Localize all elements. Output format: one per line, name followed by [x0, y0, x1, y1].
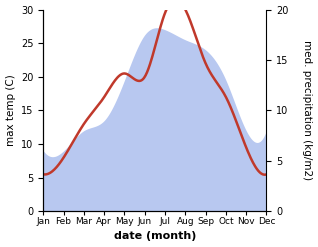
X-axis label: date (month): date (month)	[114, 231, 196, 242]
Y-axis label: med. precipitation (kg/m2): med. precipitation (kg/m2)	[302, 40, 313, 181]
Y-axis label: max temp (C): max temp (C)	[5, 75, 16, 146]
